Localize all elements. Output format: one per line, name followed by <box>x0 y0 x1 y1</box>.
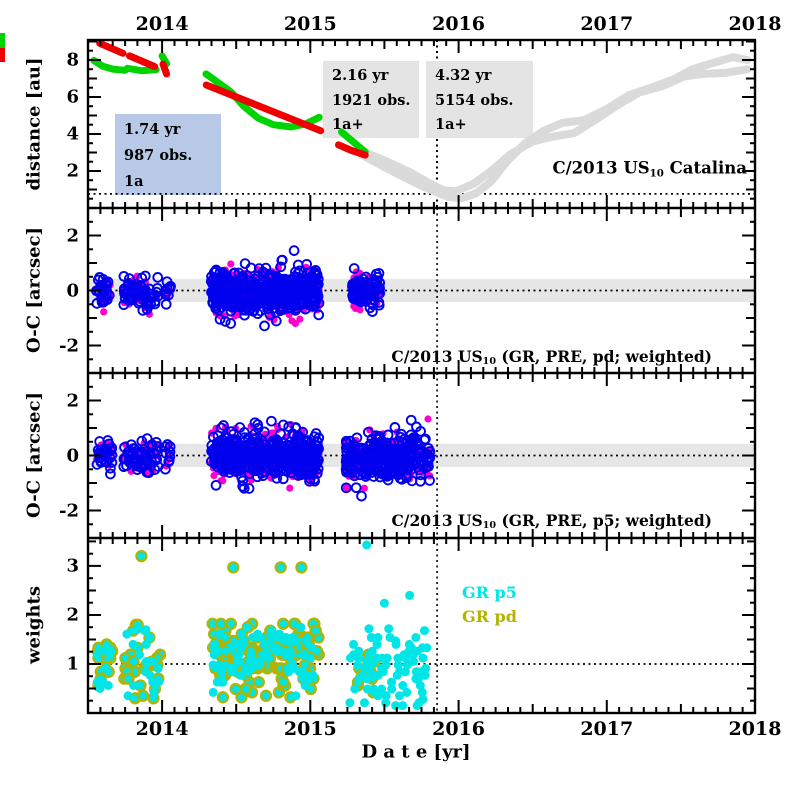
annotation-line: 1a <box>124 173 144 190</box>
annotation-line: 1a+ <box>435 116 467 133</box>
clipped-curve-artifact-red <box>0 48 5 62</box>
annotation-line: 1921 obs. <box>332 91 411 109</box>
annotation-line: 1a+ <box>332 116 364 133</box>
clipped-curve-artifact-green <box>0 33 5 48</box>
annotation-line: 2.16 yr <box>332 67 389 84</box>
annotation-box-1a-plus-full: 4.32 yr 5154 obs. 1a+ <box>426 61 533 138</box>
annotation-box-1a: 1.74 yr 987 obs. 1a <box>115 114 221 195</box>
annotation-line: 987 obs. <box>124 147 193 164</box>
annotation-line: 1.74 yr <box>124 121 181 138</box>
annotation-box-1a-plus: 2.16 yr 1921 obs. 1a+ <box>323 61 419 138</box>
annotation-line: 4.32 yr <box>435 67 492 84</box>
annotation-line: 5154 obs. <box>435 91 514 109</box>
